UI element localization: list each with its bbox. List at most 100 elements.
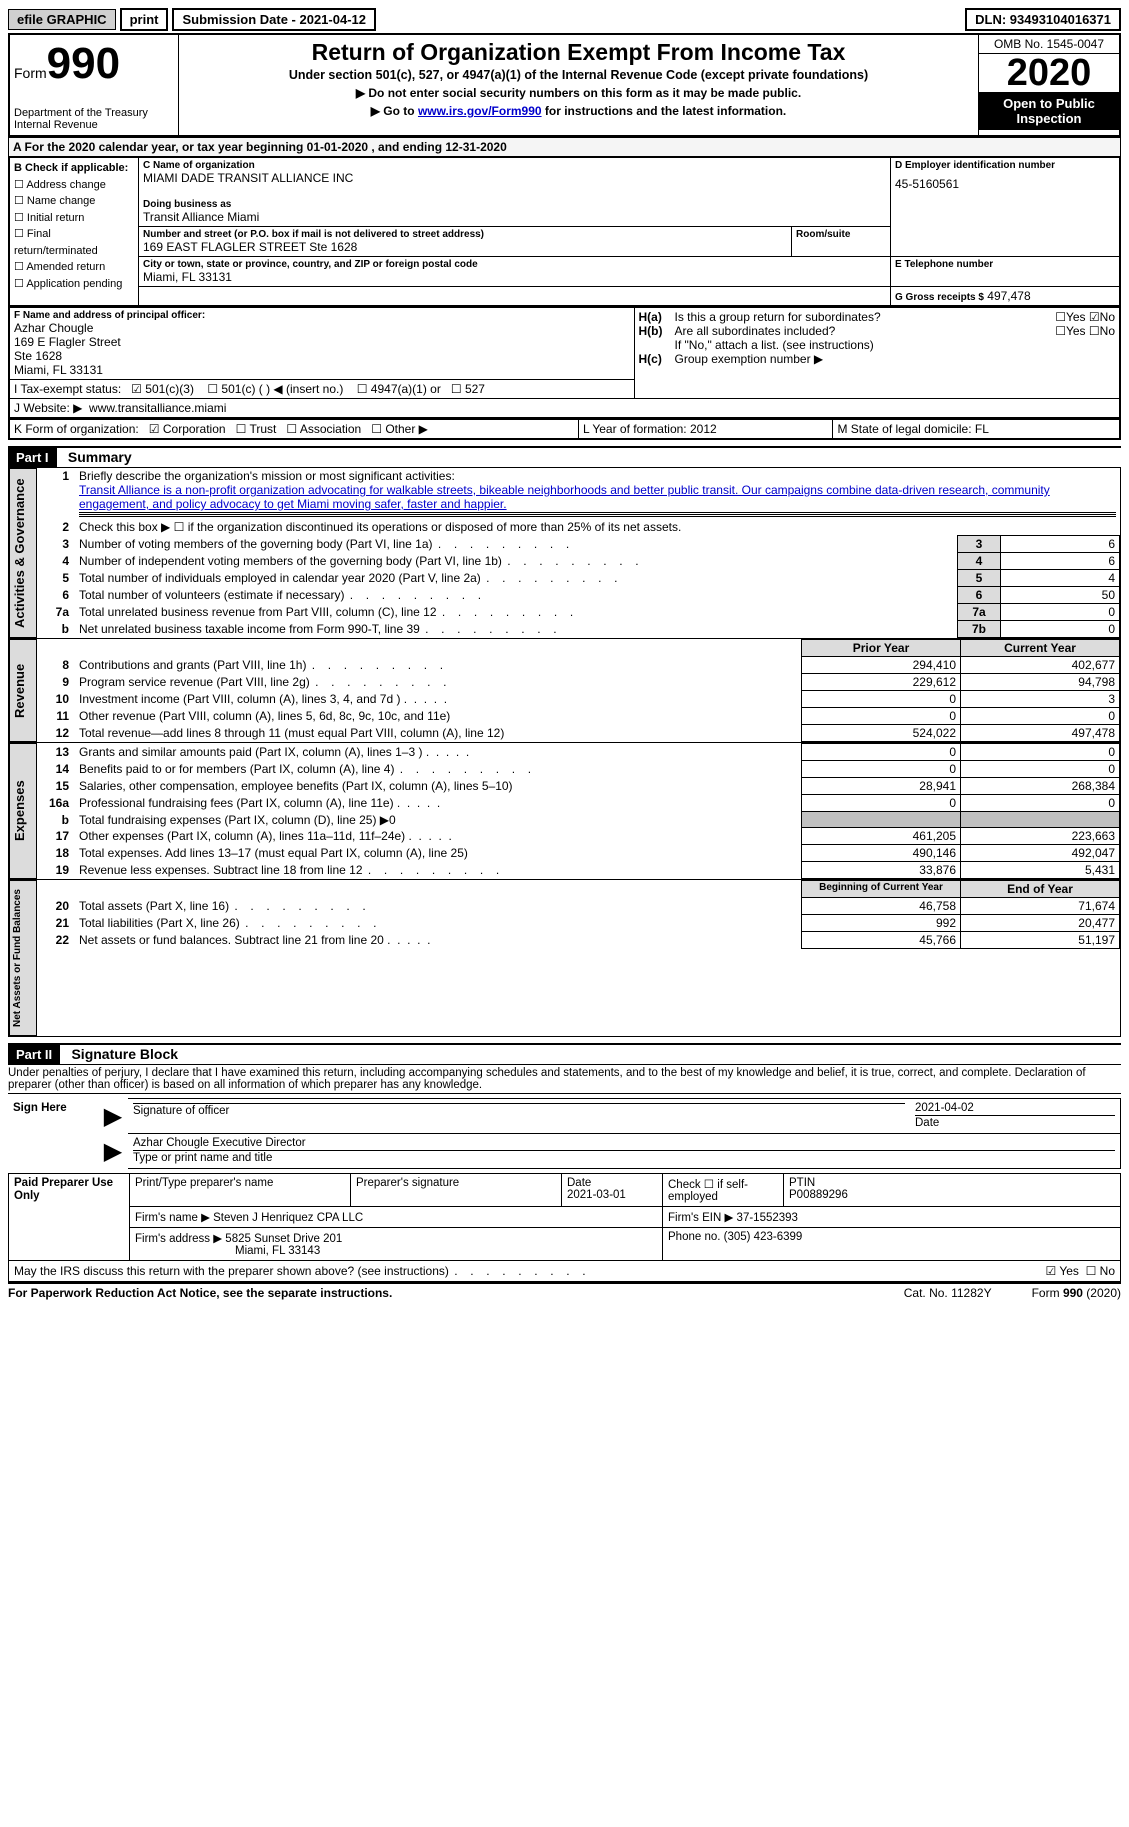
declaration-text: Under penalties of perjury, I declare th… xyxy=(8,1065,1121,1094)
box-k: K Form of organization: ☑ Corporation ☐ … xyxy=(9,420,579,440)
part2-header: Part II Signature Block xyxy=(8,1043,1121,1065)
ptin-value: P00889296 xyxy=(789,1189,848,1201)
l3-val: 6 xyxy=(1001,536,1120,553)
l4-val: 6 xyxy=(1001,553,1120,570)
q2-text: Check this box ▶ ☐ if the organization d… xyxy=(75,519,1120,536)
box-g: G Gross receipts $ 497,478 xyxy=(891,287,1121,307)
box-b: B Check if applicable: Address change Na… xyxy=(9,158,139,307)
q1-label: Briefly describe the organization's miss… xyxy=(79,469,455,483)
box-l: L Year of formation: 2012 xyxy=(579,420,833,440)
exp-section: Expenses 13Grants and similar amounts pa… xyxy=(8,743,1121,880)
cb-501c[interactable]: ☐ xyxy=(207,382,218,396)
ha-no[interactable]: ☑No xyxy=(1089,310,1115,324)
cb-self-employed[interactable]: Check ☐ if self-employed xyxy=(668,1179,748,1203)
ein-value: 45-5160561 xyxy=(895,177,1115,191)
info-block-3: K Form of organization: ☑ Corporation ☐ … xyxy=(8,419,1121,440)
firm-addr2: Miami, FL 33143 xyxy=(135,1245,320,1257)
gov-label: Activities & Governance xyxy=(9,468,37,638)
sig-date: 2021-04-02 xyxy=(915,1102,974,1114)
firm-addr1: 5825 Sunset Drive 201 xyxy=(225,1233,342,1245)
dln-label: DLN: 93493104016371 xyxy=(965,8,1121,31)
cb-assoc[interactable]: ☐ xyxy=(286,422,297,436)
officer-name: Azhar Chougle xyxy=(14,321,630,335)
cb-corp[interactable]: ☑ xyxy=(149,422,160,436)
sign-here-label: Sign Here xyxy=(8,1099,98,1169)
cb-501c3[interactable]: ☑ xyxy=(131,382,142,396)
sig-officer-label: Signature of officer xyxy=(133,1105,229,1117)
irs-link[interactable]: www.irs.gov/Form990 xyxy=(418,104,542,118)
firm-phone: (305) 423-6399 xyxy=(724,1231,803,1243)
firm-name: Steven J Henriquez CPA LLC xyxy=(213,1212,363,1224)
form-subtitle-3: ▶ Go to www.irs.gov/Form990 for instruct… xyxy=(183,104,974,118)
net-label: Net Assets or Fund Balances xyxy=(9,880,37,1036)
may-no[interactable]: ☐ No xyxy=(1086,1264,1115,1278)
box-f: F Name and address of principal officer:… xyxy=(9,308,634,380)
dba-name: Transit Alliance Miami xyxy=(143,210,886,224)
box-c-city: City or town, state or province, country… xyxy=(139,257,891,287)
form-header-table: Form990 Department of the Treasury Inter… xyxy=(8,33,1121,137)
room-suite: Room/suite xyxy=(792,227,891,257)
exp-label: Expenses xyxy=(9,743,37,879)
cb-amended-return[interactable]: Amended return xyxy=(14,259,134,276)
box-e: E Telephone number xyxy=(891,257,1121,287)
open-inspection: Open to Public Inspection xyxy=(979,92,1119,130)
tax-year: 2020 xyxy=(979,54,1119,92)
top-bar: efile GRAPHIC print Submission Date - 20… xyxy=(8,8,1121,31)
hb-yes[interactable]: ☐Yes xyxy=(1055,324,1085,338)
print-button[interactable]: print xyxy=(120,8,169,31)
submission-date: Submission Date - 2021-04-12 xyxy=(172,8,376,31)
box-i: I Tax-exempt status: ☑ 501(c)(3) ☐ 501(c… xyxy=(9,380,634,399)
net-section: Net Assets or Fund Balances Beginning of… xyxy=(8,880,1121,1037)
box-d: D Employer identification number 45-5160… xyxy=(891,158,1121,257)
officer-typed-name: Azhar Chougle Executive Director xyxy=(133,1137,306,1149)
form-ref: Form 990 (2020) xyxy=(1032,1286,1121,1300)
l7a-val: 0 xyxy=(1001,604,1120,621)
cb-527[interactable]: ☐ xyxy=(451,382,462,396)
paid-preparer-label: Paid Preparer Use Only xyxy=(9,1174,130,1261)
cb-initial-return[interactable]: Initial return xyxy=(14,210,134,227)
preparer-table: Paid Preparer Use Only Print/Type prepar… xyxy=(8,1173,1121,1261)
paperwork-notice: For Paperwork Reduction Act Notice, see … xyxy=(8,1286,392,1300)
cb-final-return[interactable]: Final return/terminated xyxy=(14,226,134,259)
city-value: Miami, FL 33131 xyxy=(143,270,886,284)
l5-val: 4 xyxy=(1001,570,1120,587)
box-m: M State of legal domicile: FL xyxy=(833,420,1120,440)
box-c-name: C Name of organization MIAMI DADE TRANSI… xyxy=(139,158,891,227)
l6-val: 50 xyxy=(1001,587,1120,604)
form-subtitle-1: Under section 501(c), 527, or 4947(a)(1)… xyxy=(183,68,974,82)
cb-4947[interactable]: ☐ xyxy=(357,382,368,396)
form-label: Form xyxy=(14,65,47,81)
efile-button[interactable]: efile GRAPHIC xyxy=(8,9,116,30)
cb-other[interactable]: ☐ xyxy=(371,422,382,436)
l7b-val: 0 xyxy=(1001,621,1120,638)
org-name: MIAMI DADE TRANSIT ALLIANCE INC xyxy=(143,171,886,185)
hb-no[interactable]: ☐No xyxy=(1089,324,1115,338)
cb-trust[interactable]: ☐ xyxy=(236,422,247,436)
may-discuss-row: May the IRS discuss this return with the… xyxy=(8,1261,1121,1282)
gov-section: Activities & Governance 1 Briefly descri… xyxy=(8,468,1121,639)
year-cell: OMB No. 1545-0047 2020 Open to Public In… xyxy=(979,34,1121,136)
gross-receipts: 497,478 xyxy=(987,289,1030,303)
website-url[interactable]: www.transitalliance.miami xyxy=(89,401,226,415)
form-id-cell: Form990 Department of the Treasury Inter… xyxy=(9,34,179,136)
box-c-addr: Number and street (or P.O. box if mail i… xyxy=(139,227,792,257)
street-address: 169 EAST FLAGLER STREET Ste 1628 xyxy=(143,240,787,254)
cb-name-change[interactable]: Name change xyxy=(14,193,134,210)
ha-yes[interactable]: ☐Yes xyxy=(1055,310,1085,324)
firm-ein: 37-1552393 xyxy=(737,1212,798,1224)
may-yes[interactable]: ☑ Yes xyxy=(1045,1264,1078,1278)
box-j: J Website: ▶ www.transitalliance.miami xyxy=(9,399,1120,419)
cb-application-pending[interactable]: Application pending xyxy=(14,276,134,293)
prep-date: 2021-03-01 xyxy=(567,1189,626,1201)
footer: For Paperwork Reduction Act Notice, see … xyxy=(8,1282,1121,1300)
cb-address-change[interactable]: Address change xyxy=(14,177,134,194)
form-title: Return of Organization Exempt From Incom… xyxy=(183,39,974,66)
rev-section: Revenue Prior YearCurrent Year 8Contribu… xyxy=(8,639,1121,743)
form-number: 990 xyxy=(47,39,120,88)
title-cell: Return of Organization Exempt From Incom… xyxy=(179,34,979,136)
form-subtitle-2: ▶ Do not enter social security numbers o… xyxy=(183,86,974,100)
part1-header: Part I Summary xyxy=(8,446,1121,468)
row-a: A For the 2020 calendar year, or tax yea… xyxy=(8,137,1121,157)
dept-label: Department of the Treasury Internal Reve… xyxy=(14,107,174,131)
rev-label: Revenue xyxy=(9,639,37,742)
